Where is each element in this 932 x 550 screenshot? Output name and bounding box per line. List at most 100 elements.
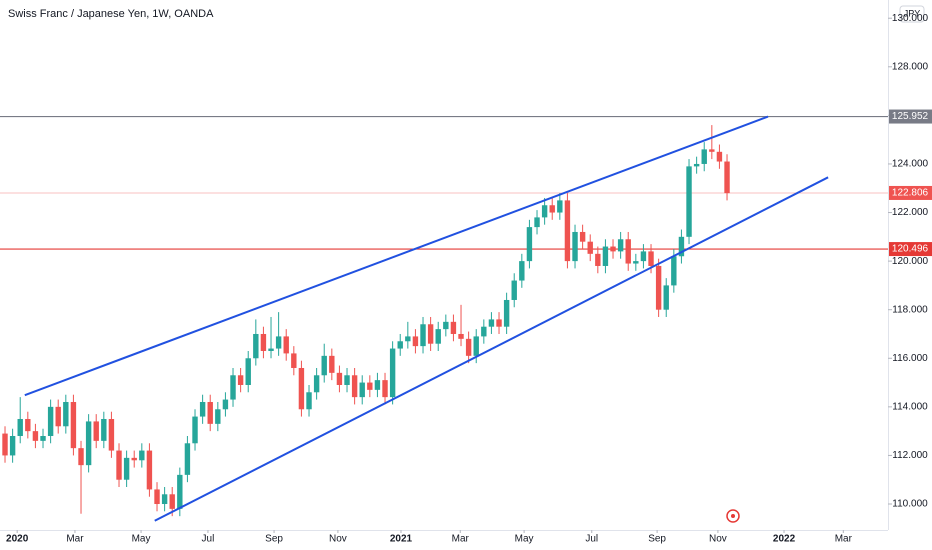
candle-body (564, 200, 571, 262)
candle-body (625, 239, 631, 264)
candle-body (534, 217, 540, 228)
candle-body (374, 380, 381, 390)
candle-body (2, 433, 8, 456)
candle-body (344, 375, 350, 385)
candle-body (139, 450, 145, 461)
x-tick-label: 2021 (390, 534, 413, 545)
candle-body (329, 355, 335, 373)
candle-body (617, 239, 624, 252)
candle-body (397, 341, 403, 349)
trend-line (24, 115, 769, 397)
candle-body (671, 256, 677, 286)
level-label: 120.496 (892, 244, 929, 255)
candle-body (420, 324, 426, 347)
y-tick-label: 118.000 (892, 304, 928, 315)
x-tick-label: May (515, 534, 534, 545)
candle-body (321, 355, 327, 376)
candle-body (55, 406, 61, 427)
candle-body (306, 392, 312, 410)
candle-body (473, 336, 479, 356)
candle-body (610, 246, 616, 252)
candle-body (579, 231, 586, 242)
x-tick-label: May (132, 534, 151, 545)
candle-body (709, 149, 715, 152)
y-tick-label: 130.000 (892, 13, 929, 24)
candle-body (640, 251, 647, 262)
y-tick-label: 114.000 (892, 401, 928, 412)
level-label-box (889, 109, 932, 124)
candle-body (549, 205, 555, 213)
candle-body (25, 418, 31, 432)
candle-body (503, 299, 510, 327)
candle-body (161, 494, 168, 505)
candle-body (169, 494, 175, 509)
y-tick-label: 128.000 (892, 61, 929, 72)
candle-body (108, 418, 115, 451)
candle-body (131, 457, 137, 461)
candle-body (199, 401, 206, 417)
candle-body (63, 401, 69, 427)
candle-body (184, 443, 191, 475)
candle-body (405, 336, 411, 342)
y-tick-label: 120.000 (892, 256, 929, 267)
candle-body (724, 161, 730, 194)
candle-body (602, 246, 609, 266)
x-tick-label: 2020 (6, 534, 29, 545)
chart-title: Swiss Franc / Japanese Yen, 1W, OANDA (8, 8, 214, 20)
candle-body (450, 321, 457, 334)
candle-body (47, 406, 54, 436)
candle-body (655, 265, 662, 310)
currency-button[interactable] (899, 5, 925, 23)
candle-body (40, 435, 46, 441)
candle-body (572, 231, 578, 262)
candle-body (207, 401, 213, 424)
candle-body (435, 329, 441, 344)
candle-body (458, 333, 464, 339)
x-tick-label: Nov (329, 534, 347, 545)
candle-body (291, 353, 297, 368)
candle-body (351, 375, 358, 398)
y-tick-label: 116.000 (892, 353, 928, 364)
candle-body (541, 205, 548, 218)
y-tick-label: 122.000 (892, 207, 929, 218)
candle-body (716, 151, 723, 162)
candle-body (230, 375, 236, 400)
event-icon[interactable] (726, 509, 740, 523)
candle-body (123, 457, 130, 480)
candle-body (648, 251, 654, 266)
plot-area (0, 115, 888, 522)
candle-body (17, 418, 23, 436)
candle-body (245, 358, 251, 385)
candle-body (275, 336, 282, 349)
x-tick-label: Sep (265, 534, 283, 545)
level-label-box (889, 242, 932, 257)
candle-body (260, 333, 267, 351)
x-tick-label: 2022 (773, 534, 796, 545)
candle-body (496, 319, 502, 327)
candle-body (146, 450, 153, 490)
candle-body (192, 416, 198, 444)
x-tick-label: Sep (648, 534, 666, 545)
candle-body (663, 285, 669, 310)
x-tick-label: Jul (202, 534, 215, 545)
level-label: 125.952 (892, 111, 929, 122)
candle-body (298, 367, 305, 410)
candle-body (70, 401, 77, 449)
candle-body (154, 489, 160, 505)
candle-body (283, 336, 289, 354)
candle-body (511, 280, 517, 300)
candle-body (367, 382, 373, 390)
trend-line (154, 176, 829, 522)
candle-body (116, 450, 122, 480)
candle-body (268, 348, 274, 351)
candle-body (237, 375, 244, 385)
candle-body (678, 236, 685, 257)
candle-body (389, 348, 396, 398)
candle-body (313, 375, 320, 393)
candle-body (488, 319, 495, 327)
candle-body (253, 333, 259, 359)
candle-body (443, 321, 449, 330)
currency-label[interactable]: JPY (904, 8, 921, 18)
